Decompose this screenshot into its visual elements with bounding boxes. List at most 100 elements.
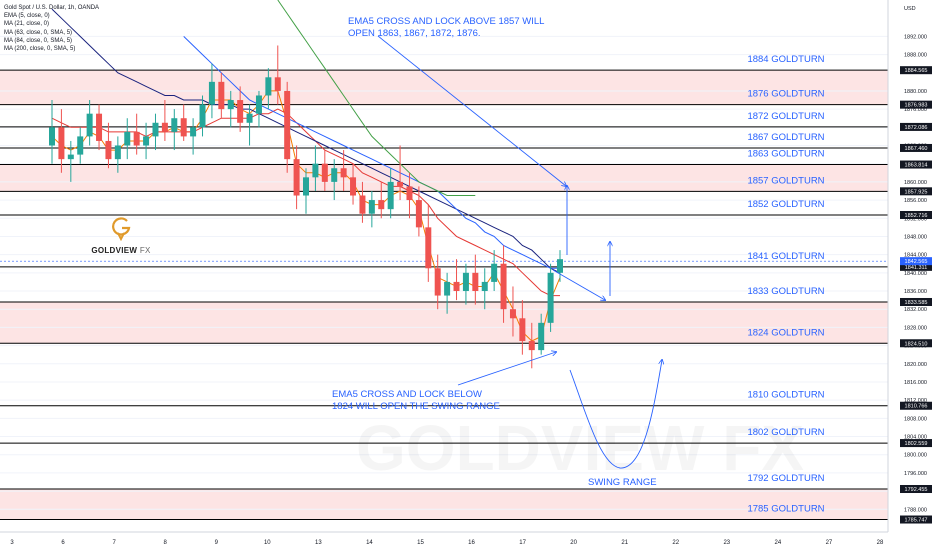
- candle-body: [105, 140, 112, 160]
- annotations: EMA5 CROSS AND LOCK ABOVE 1857 WILL OPEN…: [332, 16, 657, 488]
- candle-body: [133, 131, 140, 146]
- time-tick-label: 14: [366, 540, 373, 546]
- level-label: 1867 GOLDTURN: [747, 132, 824, 143]
- level-tag: 1884.565: [905, 68, 928, 74]
- level-tag: 1785.747: [905, 518, 928, 524]
- current-price-tag: 1842.565: [905, 259, 928, 265]
- candle-body: [406, 186, 413, 201]
- legend-symbol: Gold Spot / U.S. Dollar, 1h, OANDA: [4, 5, 100, 11]
- candle-body: [180, 118, 187, 137]
- level-tag-bg: [900, 66, 932, 75]
- candle-body: [67, 154, 74, 160]
- candle-body: [171, 118, 178, 132]
- price-tick-label: 1812.000: [904, 398, 927, 404]
- time-tick-label: 27: [826, 540, 833, 546]
- level-label: 1833 GOLDTURN: [747, 286, 824, 297]
- level-label: 1884 GOLDTURN: [747, 54, 824, 65]
- candle-body: [519, 318, 526, 342]
- price-axis-unit: USD: [904, 6, 916, 12]
- candle-body: [387, 181, 394, 210]
- price-tick-label: 1860.000: [904, 180, 927, 186]
- candle-body: [434, 268, 441, 296]
- level-label: 1863 GOLDTURN: [747, 149, 824, 160]
- legend-ma84: MA (84, close, 0, SMA, 5): [4, 37, 73, 44]
- chart-legend: Gold Spot / U.S. Dollar, 1h, OANDA EMA (…: [4, 4, 99, 53]
- candlesticks: [49, 45, 563, 369]
- legend-ma200: MA (200, close, 0, SMA, 5): [4, 46, 76, 53]
- level-tag-bg: [900, 211, 932, 220]
- candle-body: [491, 263, 498, 282]
- price-tick-label: 1808.000: [904, 416, 927, 422]
- zone-3: [0, 489, 888, 520]
- legend-ema5: EMA (5, close, 0): [4, 13, 50, 20]
- logo-suffix: FX: [139, 246, 151, 255]
- annotation-swing-range: SWING RANGE: [588, 477, 657, 488]
- level-label: 1852 GOLDTURN: [747, 199, 824, 210]
- time-tick-label: 24: [775, 540, 782, 546]
- time-tick-label: 6: [61, 540, 65, 546]
- level-tag: 1810.766: [905, 404, 928, 410]
- price-tick-label: 1820.000: [904, 362, 927, 368]
- goldturn-levels: 1884 GOLDTURN 1876 GOLDTURN 1872 GOLDTURN 1…: [0, 54, 888, 521]
- time-tick-label: 10: [264, 540, 271, 546]
- candle-body: [293, 159, 300, 196]
- candle-body: [509, 309, 516, 319]
- price-tick-label: 1828.000: [904, 325, 927, 331]
- level-tag: 1876.983: [905, 103, 928, 109]
- candle-body: [397, 181, 404, 187]
- candle-body: [49, 127, 55, 146]
- candle-body: [237, 100, 244, 123]
- price-tick-label: 1832.000: [904, 307, 927, 313]
- candle-body: [500, 263, 507, 310]
- level-tag: 1841.311: [905, 265, 928, 271]
- time-tick-label: 28: [877, 540, 884, 546]
- candle-body: [557, 259, 563, 273]
- price-tick-label: 1816.000: [904, 380, 927, 386]
- candle-body: [368, 200, 375, 214]
- level-tag: 1872.086: [905, 125, 928, 131]
- level-label: 1785 GOLDTURN: [747, 504, 824, 515]
- level-tag: 1792.455: [905, 487, 928, 493]
- arrow-to-1857: [377, 35, 566, 186]
- candle-body: [190, 127, 197, 137]
- level-tag-bg: [900, 187, 932, 196]
- level-tag-bg: [900, 122, 932, 131]
- level-tag-bg: [900, 401, 932, 410]
- level-label: 1876 GOLDTURN: [747, 89, 824, 100]
- swing-curve: [569, 360, 662, 469]
- zone-1: [0, 164, 888, 192]
- goldview-g-icon: [112, 217, 131, 242]
- candle-body: [481, 281, 488, 292]
- candle-body: [143, 136, 150, 146]
- time-tick-label: 7: [112, 540, 116, 546]
- time-tick-label: 17: [519, 540, 526, 546]
- level-label: 1841 GOLDTURN: [747, 251, 824, 262]
- candle-body: [350, 177, 357, 196]
- price-tick-label: 1876.000: [904, 107, 927, 113]
- level-tag-bg: [900, 262, 932, 271]
- time-tick-label: 21: [621, 540, 628, 546]
- price-tick-label: 1856.000: [904, 198, 927, 204]
- goldview-logo: GOLDVIEW FX: [86, 215, 156, 255]
- level-label: 1824 GOLDTURN: [747, 327, 824, 338]
- legend-ma21: MA (21, close, 0): [4, 21, 50, 28]
- candle-body: [96, 113, 103, 141]
- candle-body: [312, 163, 319, 178]
- candle-body: [246, 113, 253, 123]
- current-price-tag-bg: [900, 257, 932, 266]
- price-tick-label: 1836.000: [904, 289, 927, 295]
- time-tick-label: 23: [723, 540, 730, 546]
- time-axis: 3 6 7 8 9 10 13 14 15 16 17 20 21 22 23 24 27 28: [0, 531, 888, 546]
- price-tick-label: 1848.000: [904, 234, 927, 240]
- grid: [0, 35, 888, 510]
- price-tick-label: 1804.000: [904, 435, 927, 441]
- candle-body: [340, 168, 347, 178]
- legend-ma63: MA (63, close, 0, SMA, 5): [4, 29, 73, 36]
- time-tick-label: 3: [10, 540, 14, 546]
- price-tick-label: 1800.000: [904, 453, 927, 459]
- level-tag-bg: [900, 515, 932, 524]
- candle-body: [124, 131, 131, 146]
- ma-line-2: [51, 8, 561, 274]
- price-axis-tags: 1884.565 1876.983 1872.086 1867.460 1863.814…: [900, 66, 932, 524]
